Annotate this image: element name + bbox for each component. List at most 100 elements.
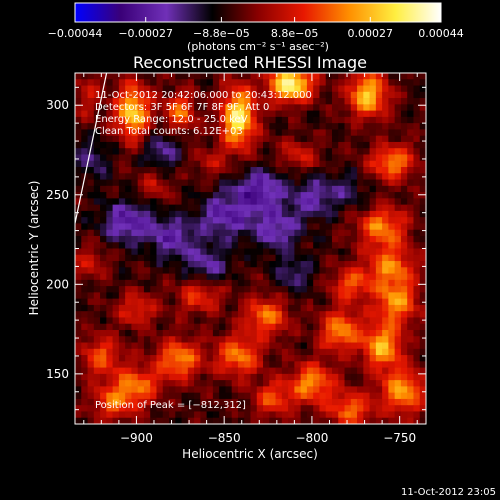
- heatmap-cell: [369, 336, 377, 343]
- heatmap-cell: [357, 217, 364, 224]
- heatmap-cell: [125, 386, 132, 394]
- heatmap-cell: [363, 367, 370, 375]
- heatmap-cell: [137, 323, 145, 331]
- heatmap-cell: [131, 110, 139, 118]
- heatmap-cell: [382, 304, 389, 312]
- heatmap-cell: [300, 167, 308, 174]
- heatmap-cell: [131, 355, 139, 362]
- heatmap-cell: [169, 336, 176, 343]
- heatmap-cell: [150, 298, 157, 306]
- heatmap-cell: [231, 173, 239, 180]
- heatmap-cell: [187, 323, 195, 331]
- heatmap-cell: [169, 273, 176, 281]
- heatmap-cell: [75, 273, 82, 281]
- heatmap-cell: [75, 141, 82, 149]
- heatmap-cell: [288, 192, 295, 199]
- heatmap-cell: [194, 148, 201, 155]
- heatmap-cell: [344, 148, 352, 155]
- heatmap-cell: [181, 411, 189, 419]
- heatmap-cell: [219, 405, 226, 412]
- heatmap-cell: [181, 154, 189, 162]
- heatmap-cell: [344, 73, 352, 80]
- heatmap-cell: [75, 179, 82, 187]
- heatmap-cell: [81, 373, 88, 381]
- heatmap-cell: [400, 173, 408, 180]
- heatmap-cell: [413, 267, 421, 274]
- heatmap-cell: [231, 104, 239, 111]
- heatmap-cell: [169, 129, 176, 137]
- heatmap-cell: [162, 342, 170, 350]
- heatmap-cell: [162, 229, 170, 237]
- heatmap-cell: [87, 91, 95, 99]
- heatmap-cell: [250, 229, 258, 237]
- heatmap-cell: [212, 373, 220, 381]
- heatmap-cell: [344, 261, 352, 268]
- heatmap-cell: [100, 104, 107, 111]
- heatmap-cell: [344, 141, 352, 149]
- heatmap-cell: [75, 286, 82, 293]
- heatmap-cell: [400, 298, 408, 306]
- heatmap-cell: [150, 392, 157, 400]
- heatmap-cell: [407, 317, 414, 325]
- heatmap-cell: [131, 286, 139, 293]
- heatmap-cell: [413, 198, 421, 205]
- heatmap-cell: [263, 329, 270, 337]
- heatmap-cell: [419, 417, 426, 424]
- heatmap-cell: [225, 79, 233, 86]
- heatmap-cell: [175, 267, 182, 274]
- heatmap-cell: [237, 85, 245, 93]
- heatmap-cell: [162, 98, 170, 105]
- heatmap-cell: [181, 235, 189, 243]
- heatmap-cell: [175, 210, 182, 218]
- heatmap-cell: [87, 311, 95, 318]
- heatmap-cell: [75, 317, 82, 325]
- heatmap-cell: [150, 129, 157, 137]
- heatmap-cell: [357, 279, 364, 287]
- heatmap-cell: [313, 342, 320, 350]
- heatmap-cell: [175, 361, 182, 368]
- heatmap-cell: [112, 85, 120, 93]
- heatmap-cell: [112, 323, 120, 331]
- heatmap-cell: [81, 317, 88, 325]
- heatmap-cell: [350, 129, 358, 137]
- heatmap-cell: [281, 311, 289, 318]
- heatmap-cell: [75, 223, 82, 231]
- heatmap-cell: [81, 110, 88, 118]
- heatmap-cell: [325, 261, 333, 268]
- heatmap-cell: [350, 279, 358, 287]
- heatmap-cell: [325, 273, 333, 281]
- heatmap-cell: [125, 154, 132, 162]
- heatmap-cell: [363, 198, 370, 205]
- heatmap-cell: [394, 104, 402, 111]
- heatmap-cell: [200, 342, 207, 350]
- heatmap-cell: [344, 116, 352, 124]
- heatmap-cell: [219, 104, 226, 111]
- heatmap-cell: [137, 392, 145, 400]
- heatmap-cell: [206, 336, 214, 343]
- heatmap-cell: [237, 361, 245, 368]
- heatmap-cell: [325, 392, 333, 400]
- heatmap-cell: [350, 141, 358, 149]
- heatmap-cell: [350, 261, 358, 268]
- heatmap-cell: [181, 304, 189, 312]
- heatmap-cell: [231, 223, 239, 231]
- heatmap-cell: [150, 405, 157, 412]
- heatmap-cell: [169, 110, 176, 118]
- heatmap-cell: [206, 173, 214, 180]
- heatmap-cell: [375, 204, 383, 212]
- heatmap-cell: [100, 261, 107, 268]
- heatmap-cell: [244, 204, 251, 212]
- heatmap-cell: [382, 355, 389, 362]
- heatmap-cell: [375, 317, 383, 325]
- heatmap-cell: [125, 98, 132, 105]
- heatmap-cell: [388, 361, 396, 368]
- heatmap-cell: [125, 79, 132, 86]
- heatmap-cell: [363, 173, 370, 180]
- heatmap-cell: [250, 210, 258, 218]
- annotation-time-range: 11-Oct-2012 20:42:06.000 to 20:43:12.000: [95, 90, 312, 101]
- heatmap-cell: [150, 261, 157, 268]
- heatmap-cell: [375, 304, 383, 312]
- heatmap-cell: [175, 185, 182, 193]
- heatmap-cell: [256, 110, 264, 118]
- heatmap-cell: [294, 398, 301, 406]
